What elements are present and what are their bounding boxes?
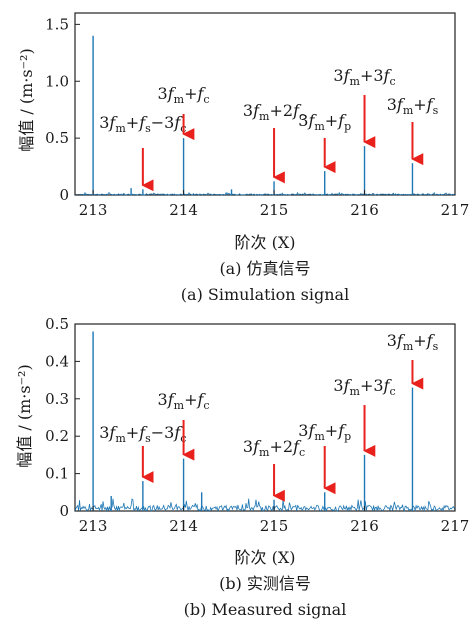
noise-floor <box>74 498 456 513</box>
ytick-label: 0 <box>59 502 69 520</box>
xtick-label: 214 <box>169 517 198 535</box>
ytick-label: 0.2 <box>45 427 69 445</box>
xtick-label: 216 <box>350 201 379 219</box>
panel-b: 213 214 215 216 217 0 0.1 0.2 0.3 0.4 0.5 3fm+fs−3… <box>15 315 469 619</box>
annotation-label: 3fm+3fc <box>333 66 395 88</box>
annotation-label: 3fm+3fc <box>333 376 395 398</box>
xlabel-a: 阶次 (X) <box>235 233 296 252</box>
xlabel-b: 阶次 (X) <box>235 548 296 567</box>
ytick-label: 0 <box>59 186 69 204</box>
series-b <box>74 331 456 513</box>
plot-frame-a <box>74 12 456 196</box>
annotation-label: 3fm+fs−3fc <box>99 423 186 445</box>
xtick-label: 214 <box>169 201 198 219</box>
xtick-label: 216 <box>350 517 379 535</box>
xtick-label: 217 <box>441 201 469 219</box>
annotation-label: 3fm+fs <box>387 95 439 117</box>
ylabel-b: 幅值 / (m·s⁻²) <box>15 364 34 467</box>
noise-floor <box>74 191 456 196</box>
ylabel-a: 幅值 / (m·s⁻²) <box>17 48 36 151</box>
caption-cn-a: (a) 仿真信号 <box>219 259 310 278</box>
ytick-label: 0.1 <box>45 465 69 483</box>
xtick-label: 215 <box>260 517 289 535</box>
annotation-label: 3fm+fs−3fc <box>99 113 186 135</box>
xtick-label: 213 <box>79 517 108 535</box>
annotation-label: 3fm+fc <box>158 390 210 412</box>
caption-cn-b: (b) 实测信号 <box>219 574 311 593</box>
xtick-label: 213 <box>79 201 108 219</box>
ytick-label: 0.4 <box>45 352 69 370</box>
annotation-label: 3fm+fp <box>298 111 351 133</box>
ytick-label: 1.0 <box>45 72 69 90</box>
annotation-label: 3fm+fp <box>298 421 351 443</box>
caption-en-a: (a) Simulation signal <box>181 285 349 304</box>
xtick-label: 217 <box>441 517 469 535</box>
ytick-label: 1.5 <box>45 15 69 33</box>
ticks-a: 213 214 215 216 217 0 0.5 1.0 1.5 <box>45 15 469 219</box>
caption-en-b: (b) Measured signal <box>184 600 347 619</box>
ytick-label: 0.3 <box>45 390 69 408</box>
ticks-b: 213 214 215 216 217 0 0.1 0.2 0.3 0.4 0.5 <box>45 315 469 535</box>
plot-frame-b <box>74 323 456 512</box>
ytick-label: 0.5 <box>45 315 69 333</box>
xtick-label: 215 <box>260 201 289 219</box>
annotation-label: 3fm+2fc <box>243 437 305 459</box>
annotation-label: 3fm+fc <box>158 84 210 106</box>
annotation-label: 3fm+fs <box>387 331 439 353</box>
ytick-label: 0.5 <box>45 129 69 147</box>
annotation-label: 3fm+2fc <box>243 101 305 123</box>
